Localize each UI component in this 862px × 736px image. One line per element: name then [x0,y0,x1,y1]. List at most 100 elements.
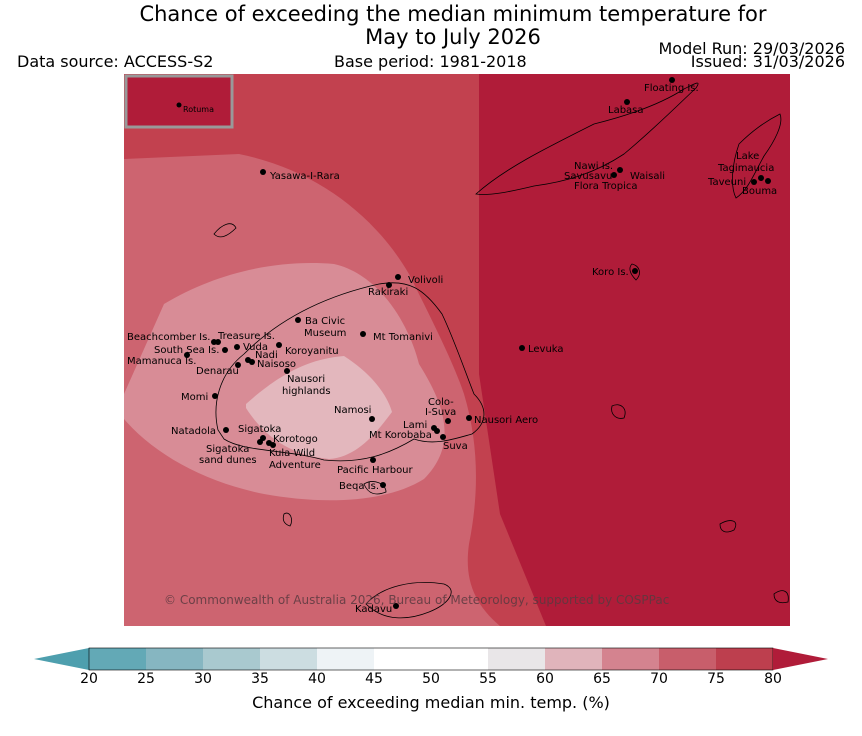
place-label: Beachcomber Is. [127,332,210,343]
colorbar-tick-label: 75 [707,671,725,687]
place-label: Sigatoka [238,424,281,435]
koro-coast [629,263,640,281]
place-dot [519,345,525,351]
place-dot [380,482,386,488]
colorbar-cell [659,648,717,670]
map-title-line-2: May to July 2026 [365,25,541,49]
place-dot [434,428,440,434]
vanua-levu-coast [475,82,699,195]
place-label: Floating Is. [644,83,699,94]
place-label: I-Suva [425,407,456,418]
place-label: Sigatoka [206,444,249,455]
zone-60 [246,356,392,459]
copyright-notice: © Commonwealth of Australia 2026, Bureau… [164,593,669,607]
kadavu-coast [365,582,452,619]
place-label: Volivoli [408,275,443,286]
place-dot [393,603,399,609]
place-label: Nausori Aero [474,415,538,426]
colorbar-cell [602,648,660,670]
place-dot [611,172,617,178]
place-dot [370,457,376,463]
place-label: Koroyanitu [285,346,339,357]
yasawa-coast [213,223,237,238]
place-dot [284,368,290,374]
place-label: highlands [282,386,331,397]
beqa-coast [363,481,387,495]
colorbar-cell [260,648,318,670]
colorbar-tick-label: 60 [536,671,554,687]
place-label: Waisali [630,171,665,182]
colorbar-tick-label: 35 [251,671,269,687]
place-label: Suva [443,441,468,452]
place-label: Koro Is. [592,267,629,278]
place-labels: Floating Is. Labasa Yasawa-I-Rara Nawi I… [127,83,777,615]
place-label: Nausori [287,374,325,385]
colorbar-tick-label: 25 [137,671,155,687]
rotuma-dot [176,102,182,108]
place-label: Naisoso [257,359,296,370]
viti-levu-coast [215,282,485,462]
place-label: Vuda [243,342,268,353]
place-dot [669,77,675,83]
colorbar-cell [374,648,432,670]
place-label: Museum [304,328,346,339]
place-dot [276,342,282,348]
place-dot [445,418,451,424]
place-dot [215,339,221,345]
colorbar-tick-label: 55 [479,671,497,687]
place-label: Momi [181,392,208,403]
place-label: Pacific Harbour [337,465,414,476]
place-dot [466,415,472,421]
map-title-line-1: Chance of exceeding the median minimum t… [139,2,767,26]
colorbar-tick-label: 20 [80,671,98,687]
place-label: Natadola [171,426,216,437]
place-dot [369,416,375,422]
colorbar-tick-label: 45 [365,671,383,687]
place-dot [360,331,366,337]
place-label: Tagimaucia [717,163,774,174]
place-dot [632,268,638,274]
islet-coast [719,520,737,533]
place-dot [765,178,771,184]
place-label: Nawi Is. [574,161,613,172]
issued-date: Issued: 31/03/2026 [690,52,845,71]
colorbar-cell [203,648,261,670]
place-label: Flora Tropica [574,181,637,192]
place-dot [386,282,392,288]
place-label: Mt Tomanivi [373,332,433,343]
colorbar-cell [431,648,489,670]
place-dot [617,167,623,173]
base-period: Base period: 1981-2018 [334,52,527,71]
colorbar-cells [88,647,774,671]
place-label: Yasawa-I-Rara [269,171,340,182]
place-dot [184,352,190,358]
islet-coast [611,404,626,419]
place-label: Rakiraki [368,287,408,298]
place-dot [234,344,240,350]
place-dot [222,347,228,353]
place-dot [223,427,229,433]
place-label: Namosi [334,405,371,416]
place-label: Nadi [255,350,278,361]
colorbar-cell [488,648,546,670]
place-dot [260,169,266,175]
place-dot [395,274,401,280]
place-dot [624,99,630,105]
model-run: Model Run: 29/03/2026 [658,39,846,58]
islet-coast [282,512,292,527]
coastlines [213,82,789,619]
place-label: Korotogo [273,434,318,445]
rotuma-inset [124,74,234,129]
place-label: Kula Wild [269,448,315,459]
place-label: Mamanuca Is. [127,356,196,367]
data-source: Data source: ACCESS-S2 [17,52,214,71]
colorbar-tick-label: 50 [422,671,440,687]
place-label: Mt Korobaba [369,430,432,441]
place-label: sand dunes [199,455,257,466]
colorbar-cell [317,648,375,670]
colorbar-tick-label: 70 [650,671,668,687]
colorbar-high-arrow [773,648,828,670]
place-dot [235,362,241,368]
colorbar-label: Chance of exceeding median min. temp. (%… [252,693,610,712]
place-dot [751,179,757,185]
